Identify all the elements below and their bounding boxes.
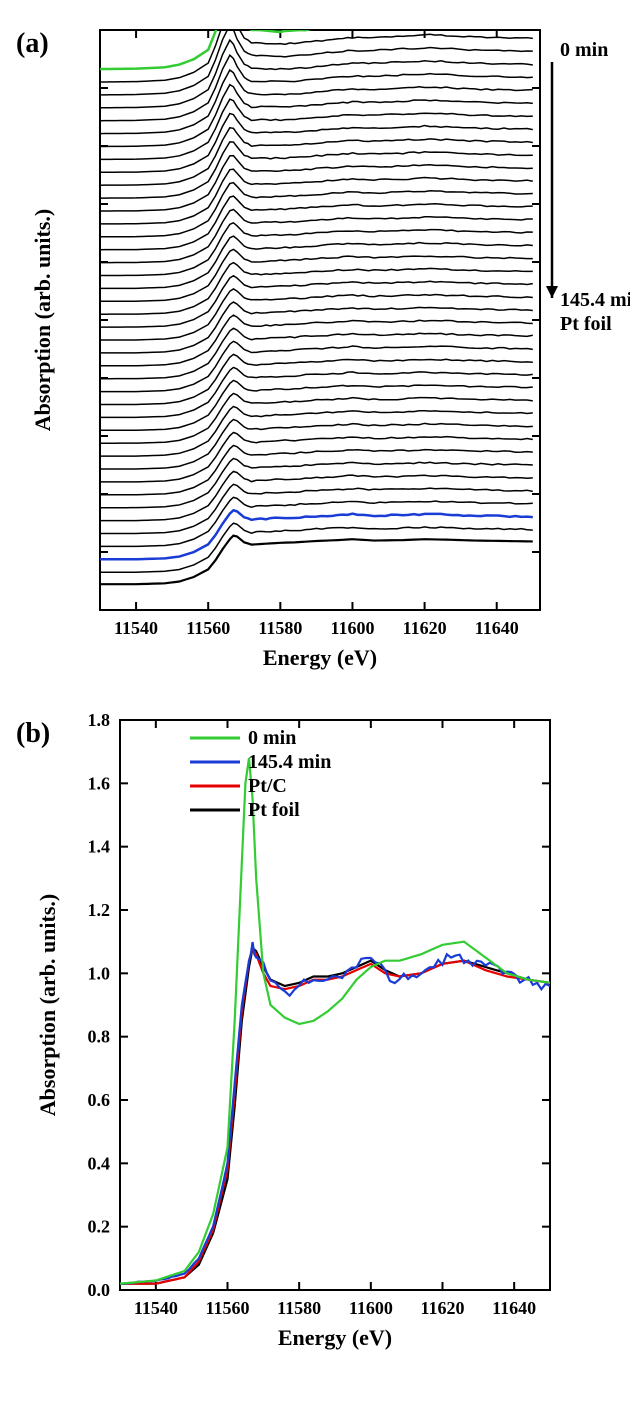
spectrum-line: [100, 419, 533, 469]
spectrum-line: [100, 128, 533, 185]
panel-b-xlabel: Energy (eV): [278, 1325, 392, 1350]
svg-text:1.2: 1.2: [88, 900, 111, 920]
spectrum-line: [100, 142, 533, 198]
spectrum-line: [100, 302, 533, 353]
svg-text:0.0: 0.0: [88, 1280, 111, 1300]
legend-label: 145.4 min: [248, 751, 331, 773]
svg-text:0.2: 0.2: [88, 1217, 111, 1237]
svg-text:1.8: 1.8: [88, 710, 111, 730]
spectrum-line: [100, 249, 533, 301]
svg-text:11540: 11540: [114, 618, 158, 638]
panel-a-ylabel: Absorption (arb. units.): [30, 209, 55, 431]
svg-text:11640: 11640: [475, 618, 519, 638]
annotation-ptfoil: Pt foil: [560, 313, 612, 335]
panel-b: (b) 115401156011580116001162011640 0.00.…: [10, 700, 630, 1400]
spectrum-line: [100, 380, 533, 430]
svg-text:11620: 11620: [420, 1298, 464, 1318]
annotation-0min: 0 min: [560, 39, 608, 61]
svg-text:11600: 11600: [330, 618, 374, 638]
svg-text:11600: 11600: [349, 1298, 393, 1318]
spectrum-line: [100, 458, 533, 507]
svg-text:0.8: 0.8: [88, 1027, 111, 1047]
spectrum-line: [100, 523, 533, 572]
panel-b-svg: (b) 115401156011580116001162011640 0.00.…: [10, 700, 630, 1400]
svg-text:11640: 11640: [492, 1298, 536, 1318]
series-zero_min: [120, 758, 550, 1284]
panel-b-series: [120, 758, 550, 1284]
panel-a-xlabel: Energy (eV): [263, 645, 377, 670]
spectrum-line: [100, 393, 533, 443]
svg-text:11560: 11560: [205, 1298, 249, 1318]
svg-text:11580: 11580: [277, 1298, 321, 1318]
svg-text:11580: 11580: [258, 618, 302, 638]
spectrum-line: [100, 484, 533, 533]
legend-label: Pt/C: [248, 775, 287, 797]
series-ptfoil: [120, 948, 550, 1284]
time-arrow: [546, 62, 558, 298]
spectrum-line: [100, 367, 533, 417]
svg-text:1.4: 1.4: [88, 837, 111, 857]
series-t145: [120, 942, 550, 1284]
annotation-145min: 145.4 min: [560, 289, 630, 311]
svg-text:0.6: 0.6: [88, 1090, 111, 1110]
legend-label: 0 min: [248, 727, 296, 749]
series-ptc: [120, 948, 550, 1284]
panel-a-series: [100, 10, 533, 584]
spectrum-line: [100, 497, 533, 546]
panel-a-xticks: 11540 11560 11580 11600 11620 11640: [114, 30, 519, 638]
panel-a-svg: (a) 11540 11560 11580 11600 11620 11640 Energ…: [10, 10, 630, 690]
panel-b-label: (b): [16, 718, 50, 749]
spectrum-line: [100, 354, 533, 404]
spectrum-line: [100, 471, 533, 520]
legend-label: Pt foil: [248, 799, 300, 821]
spectrum-line: [100, 99, 533, 159]
spectrum-line: [100, 341, 533, 391]
svg-text:11560: 11560: [186, 618, 230, 638]
spectrum-line: [100, 328, 533, 378]
spectrum-line: [100, 10, 533, 69]
svg-text:11540: 11540: [134, 1298, 178, 1318]
spectrum-line: [100, 289, 533, 340]
spectrum-line: [100, 445, 533, 494]
spectrum-line: [100, 315, 533, 366]
svg-text:11620: 11620: [403, 618, 447, 638]
spectrum-line: [100, 236, 533, 288]
spectrum-line: [100, 263, 533, 315]
panel-a-label: (a): [16, 28, 49, 59]
spectrum-line: [100, 10, 533, 82]
ptfoil-reference: [100, 536, 533, 585]
spectrum-line: [100, 510, 533, 559]
panel-b-ylabel: Absorption (arb. units.): [35, 894, 60, 1116]
spectrum-line: [100, 406, 533, 456]
panel-a: (a) 11540 11560 11580 11600 11620 11640 Energ…: [10, 10, 630, 690]
spectrum-line: [100, 276, 533, 327]
panel-b-yticks: 0.0 0.2 0.4 0.6 0.8 1.0 1.2 1.4 1.6 1.8: [88, 710, 551, 1300]
svg-text:1.6: 1.6: [88, 773, 111, 793]
svg-text:0.4: 0.4: [88, 1153, 111, 1173]
svg-text:1.0: 1.0: [88, 963, 111, 983]
panel-b-legend: 0 min145.4 minPt/CPt foil: [190, 727, 331, 821]
spectrum-line: [100, 432, 533, 481]
spectrum-line: [100, 25, 533, 95]
